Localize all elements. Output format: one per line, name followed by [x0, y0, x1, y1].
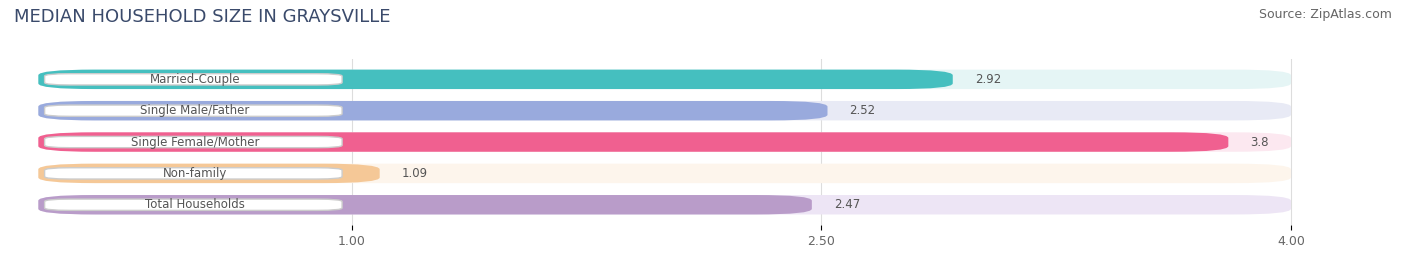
Text: Single Female/Mother: Single Female/Mother [131, 136, 259, 148]
Text: MEDIAN HOUSEHOLD SIZE IN GRAYSVILLE: MEDIAN HOUSEHOLD SIZE IN GRAYSVILLE [14, 8, 391, 26]
FancyBboxPatch shape [38, 132, 1291, 152]
Text: Single Male/Father: Single Male/Father [141, 104, 250, 117]
Text: Total Households: Total Households [145, 198, 245, 211]
FancyBboxPatch shape [38, 164, 380, 183]
FancyBboxPatch shape [38, 70, 1291, 89]
FancyBboxPatch shape [45, 136, 342, 148]
Text: Married-Couple: Married-Couple [149, 73, 240, 86]
Text: 3.8: 3.8 [1250, 136, 1268, 148]
Text: 2.92: 2.92 [974, 73, 1001, 86]
Text: 2.52: 2.52 [849, 104, 876, 117]
FancyBboxPatch shape [38, 195, 1291, 214]
FancyBboxPatch shape [45, 105, 342, 116]
FancyBboxPatch shape [38, 101, 828, 120]
Text: Non-family: Non-family [163, 167, 228, 180]
Text: 1.09: 1.09 [402, 167, 427, 180]
FancyBboxPatch shape [45, 74, 342, 85]
FancyBboxPatch shape [45, 199, 342, 210]
Text: Source: ZipAtlas.com: Source: ZipAtlas.com [1258, 8, 1392, 21]
FancyBboxPatch shape [38, 101, 1291, 120]
FancyBboxPatch shape [38, 70, 953, 89]
Text: 2.47: 2.47 [834, 198, 860, 211]
FancyBboxPatch shape [38, 195, 811, 214]
FancyBboxPatch shape [38, 132, 1229, 152]
FancyBboxPatch shape [45, 168, 342, 179]
FancyBboxPatch shape [38, 164, 1291, 183]
